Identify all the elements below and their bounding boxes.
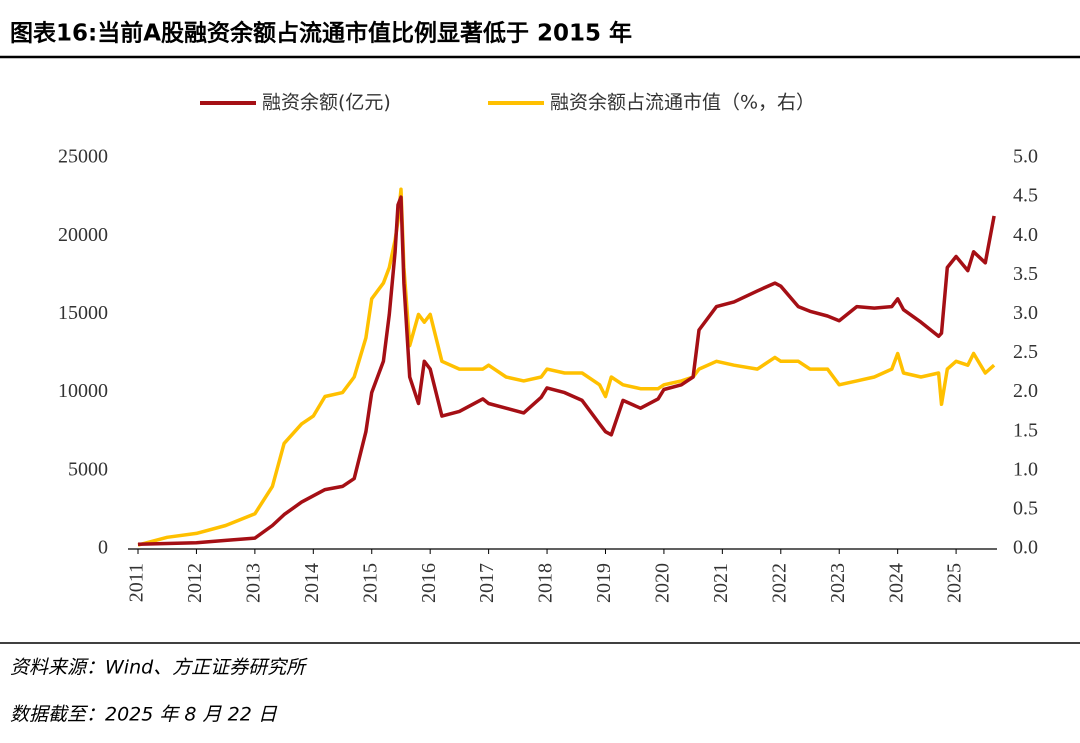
y-tick-label: 15000: [58, 302, 108, 324]
y-tick-label: 0: [98, 537, 108, 559]
legend-label: 融资余额占流通市值（%，右）: [550, 92, 815, 114]
y2-tick-label: 5.0: [1013, 146, 1038, 168]
series-line: [137, 187, 996, 547]
x-tick-label: 2014: [301, 563, 323, 603]
source: 资料来源：Wind、方正证券研究所: [10, 657, 308, 679]
legend-label: 融资余额(亿元): [262, 92, 391, 114]
x-tick-label: 2020: [652, 563, 674, 603]
y2-tick-label: 3.5: [1013, 263, 1038, 285]
x-tick-label: 2018: [535, 563, 557, 603]
y2-tick-label: 0.0: [1013, 537, 1038, 559]
x-tick-label: 2025: [944, 563, 966, 603]
chart-title: 图表16:当前A股融资余额占流通市值比例显著低于 2015 年: [10, 20, 632, 47]
y-tick-label: 10000: [58, 380, 108, 402]
y2-tick-label: 3.0: [1013, 302, 1038, 324]
x-tick-label: 2017: [476, 563, 498, 603]
y2-tick-label: 2.5: [1013, 341, 1038, 363]
x-tick-label: 2012: [184, 563, 206, 603]
y2-tick-label: 4.0: [1013, 224, 1038, 246]
y2-tick-label: 4.5: [1013, 185, 1038, 207]
x-tick-label: 2011: [126, 563, 148, 602]
x-tick-label: 2024: [885, 563, 907, 603]
y2-tick-label: 2.0: [1013, 380, 1038, 402]
y2-tick-label: 1.5: [1013, 419, 1038, 441]
x-tick-label: 2022: [768, 563, 790, 603]
y-tick-label: 25000: [58, 146, 108, 168]
y2-tick-label: 1.0: [1013, 458, 1038, 480]
x-tick-label: 2021: [710, 563, 732, 603]
x-tick-label: 2013: [242, 563, 264, 603]
y-tick-label: 5000: [68, 458, 108, 480]
y2-tick-label: 0.5: [1013, 497, 1038, 519]
x-tick-label: 2015: [359, 563, 381, 603]
y-tick-label: 20000: [58, 224, 108, 246]
x-tick-label: 2023: [827, 563, 849, 603]
x-tick-label: 2016: [418, 563, 440, 603]
x-tick-label: 2019: [593, 563, 615, 603]
series-line: [137, 195, 996, 547]
note: 数据截至：2025 年 8 月 22 日: [10, 704, 278, 726]
